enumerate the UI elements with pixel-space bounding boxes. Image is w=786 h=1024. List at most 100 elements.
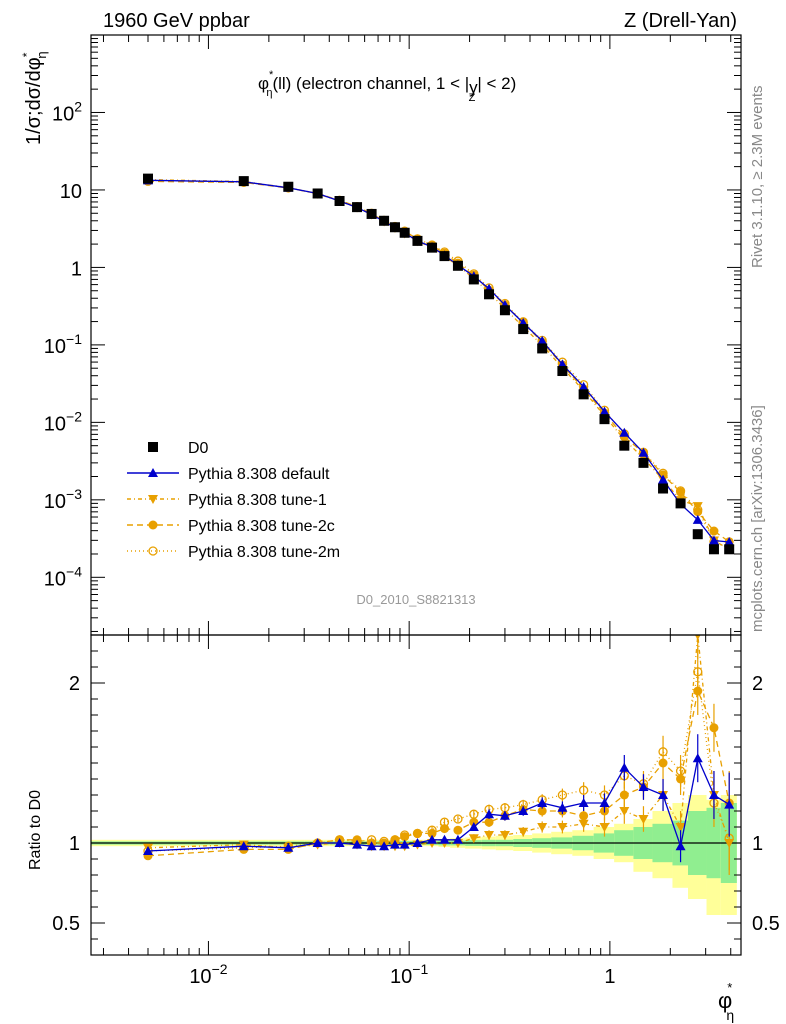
y-axis-label: 1/σ;dσ/dφ*η (20, 51, 49, 145)
point-d0 (724, 544, 735, 555)
point-pythia-8-308-default (724, 537, 735, 547)
ratio-point-pythia-8-308-default (675, 841, 686, 851)
ratio-point-pythia-8-308-default (708, 790, 719, 799)
ratio-tick-label: 2 (69, 673, 80, 695)
y-tick-label: 10−4 (44, 563, 82, 590)
point-pythia-8-308-default (708, 535, 719, 545)
legend-label-pythia-8-308-tune-1: Pythia 8.308 tune-1 (188, 492, 327, 509)
point-d0 (283, 181, 294, 192)
analysis-id: D0_2010_S8821313 (356, 592, 475, 607)
ratio-point-pythia-8-308-default (468, 822, 479, 831)
point-d0 (537, 343, 548, 354)
point-d0 (499, 305, 510, 316)
point-d0 (484, 289, 495, 300)
legend: D0 Pythia 8.308 default Pythia 8.308 tune-… (127, 440, 340, 561)
ratio-point-pythia-8-308-tune-1 (557, 823, 568, 832)
point-d0 (619, 440, 630, 451)
ratio-point-pythia-8-308-tune-2m (453, 814, 463, 824)
ratio-point-pythia-8-308-tune-2c (427, 828, 437, 838)
point-d0 (143, 173, 154, 184)
legend-marker-pythia-8-308-default (148, 468, 158, 477)
ratio-frame (90, 634, 742, 956)
point-d0 (238, 176, 249, 187)
ratio-point-pythia-8-308-default (499, 810, 510, 820)
point-d0 (518, 324, 529, 335)
point-d0 (399, 227, 410, 238)
point-pythia-8-308-default (692, 514, 703, 524)
ratio-point-pythia-8-308-tune-2c (709, 723, 719, 733)
ratio-band (91, 795, 737, 915)
ratio-point-pythia-8-308-tune-1 (724, 839, 735, 848)
y-tick-label: 10 (60, 181, 82, 203)
point-d0 (312, 188, 323, 199)
ratio-point-pythia-8-308-tune-1 (499, 831, 510, 840)
point-pythia-8-308-default (537, 335, 548, 345)
ratio-point-pythia-8-308-default (484, 809, 495, 819)
ratio-tick-label-right: 0.5 (752, 913, 780, 935)
ratio-point-pythia-8-308-default (638, 782, 649, 791)
svg-text:φ*η(ll) (electron channel, 1 <: φ* η(ll) (electron channel, 1 < |y Z| < 2) (258, 69, 516, 104)
y-tick-label: 1 (71, 258, 82, 280)
ratio-point-pythia-8-308-default (692, 753, 703, 763)
ratio-point-pythia-8-308-tune-2m (557, 790, 568, 800)
legend-marker-pythia-8-308-tune-2m (148, 546, 158, 556)
legend-label-pythia-8-308-tune-2m: Pythia 8.308 tune-2m (188, 544, 340, 561)
ratio-point-pythia-8-308-default (439, 834, 450, 844)
plot-title: φ* η(ll) (electron channel, 1 < |y Z| < 2) (258, 69, 516, 104)
ratio-point-pythia-8-308-tune-1 (578, 819, 589, 829)
x-tick-label: 10−1 (390, 961, 428, 988)
point-d0 (412, 235, 423, 246)
ratio-tick-label: 0.5 (52, 913, 80, 935)
point-d0 (352, 202, 363, 213)
ratio-point-pythia-8-308-default (537, 798, 548, 807)
ratio-point-pythia-8-308-tune-2c (484, 817, 494, 827)
ratio-axis-label: Ratio to D0 (27, 790, 44, 870)
svg-text:φ*η: φ* η (718, 980, 734, 1023)
mcplots-label: mcplots.cern.ch [arXiv:1306.3436] (749, 405, 766, 632)
ratio-point-pythia-8-308-tune-1 (638, 815, 649, 824)
ratio-point-pythia-8-308-default (379, 841, 390, 851)
ratio-point-pythia-8-308-tune-1 (468, 834, 479, 844)
ratio-point-pythia-8-308-tune-2c (676, 774, 686, 784)
energy-label: 1960 GeV ppbar (103, 10, 250, 32)
legend-marker-d0 (148, 442, 158, 452)
point-d0 (468, 274, 479, 285)
ratio-tick-label-right: 1 (752, 833, 763, 855)
point-pythia-8-308-tune-2c (676, 487, 686, 497)
ratio-point-pythia-8-308-default (389, 839, 400, 849)
point-d0 (334, 195, 345, 206)
legend-label-pythia-8-308-tune-2c: Pythia 8.308 tune-2c (188, 518, 335, 535)
point-d0 (658, 483, 669, 494)
x-tick-label: 10−2 (189, 961, 227, 988)
ratio-point-pythia-8-308-tune-2c (440, 824, 450, 834)
ratio-point-pythia-8-308-default (283, 842, 294, 852)
ratio-point-pythia-8-308-tune-2c (453, 825, 463, 835)
ratio-point-pythia-8-308-default (399, 839, 410, 849)
y-tick-label: 10−2 (44, 408, 82, 435)
ratio-point-pythia-8-308-tune-2c (619, 790, 629, 800)
ratio-point-pythia-8-308-default (334, 838, 345, 847)
point-d0 (708, 544, 719, 555)
ratio-point-pythia-8-308-tune-1 (694, 635, 701, 640)
process-label: Z (Drell-Yan) (624, 10, 737, 32)
point-d0 (366, 208, 377, 219)
ratio-point-pythia-8-308-default (412, 838, 423, 847)
point-d0 (599, 414, 610, 425)
svg-text:1/σ;dσ/dφ*η: 1/σ;dσ/dφ*η (20, 51, 49, 145)
y-tick-label: 10−3 (44, 486, 82, 513)
ratio-point-pythia-8-308-tune-1 (675, 823, 686, 832)
ratio-point-pythia-8-308-tune-1 (484, 831, 495, 840)
series-line-pythia-8-308-default (147, 179, 730, 543)
point-pythia-8-308-tune-1 (692, 502, 703, 512)
ratio-point-pythia-8-308-default (143, 846, 154, 855)
ratio-point-pythia-8-308-tune-2c (400, 832, 410, 842)
point-pythia-8-308-tune-2c (693, 507, 703, 517)
ratio-point-pythia-8-308-default (427, 834, 438, 844)
legend-marker-pythia-8-308-tune-2c (148, 520, 158, 530)
ratio-panel: 10−2 10−1 1 0.5 0.5 1 1 2 2 (52, 634, 780, 988)
point-pythia-8-308-tune-2c (709, 526, 719, 536)
point-d0 (389, 222, 400, 233)
ratio-series-layer (91, 635, 741, 875)
ratio-point-pythia-8-308-tune-1 (619, 807, 630, 816)
ratio-point-pythia-8-308-default (312, 838, 323, 847)
